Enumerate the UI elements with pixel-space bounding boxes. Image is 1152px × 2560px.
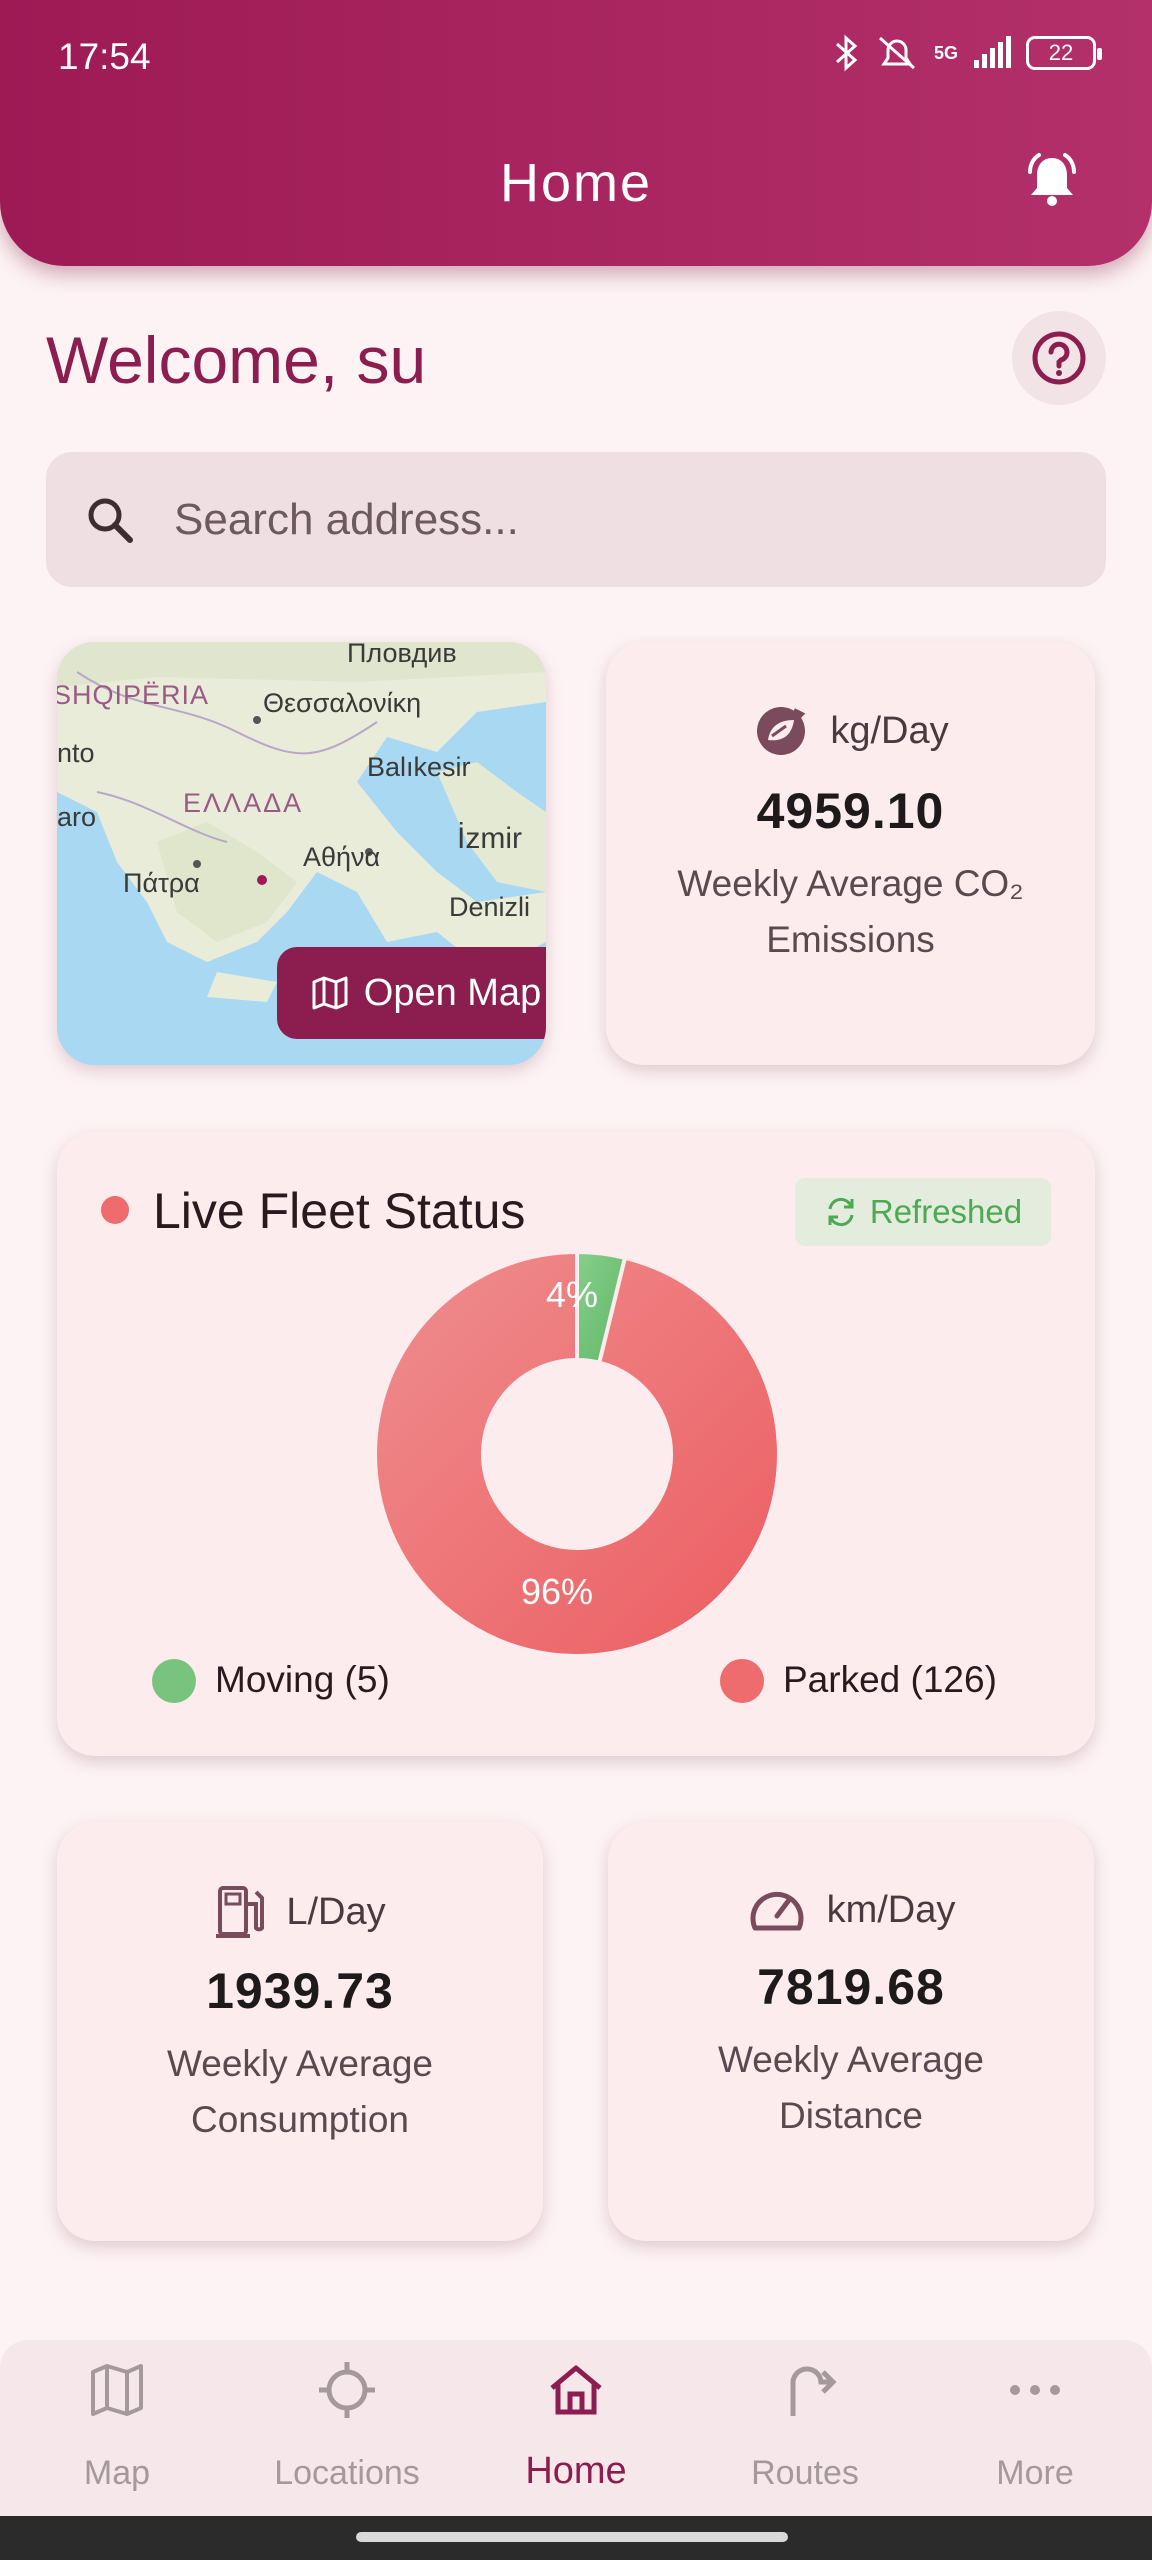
distance-label-line1: Weekly Average (717, 2039, 984, 2080)
route-icon (790, 2366, 837, 2416)
nav-label-home: Home (525, 2450, 627, 2492)
map-label: ΕΛΛΑΔΑ (183, 788, 304, 818)
nav-label-locations: Locations (274, 2454, 420, 2492)
nav-item-routes[interactable]: Routes (690, 2340, 920, 2516)
fleet-title: Live Fleet Status (153, 1183, 526, 1239)
map-label: nto (57, 738, 95, 768)
donut-label-moving: 4% (546, 1274, 598, 1315)
refreshed-label: Refreshed (869, 1193, 1023, 1230)
distance-value: 7819.68 (757, 1959, 945, 2015)
status-icons: 5G 22 (834, 34, 1102, 72)
more-icon (1010, 2385, 1060, 2395)
co2-icon (757, 707, 806, 755)
map-label: Πάτρα (123, 868, 200, 898)
legend-moving-label: Moving (5) (215, 1659, 390, 1700)
help-icon (1032, 331, 1086, 385)
battery-level: 22 (1048, 40, 1074, 65)
bluetooth-icon (835, 34, 858, 72)
nav-label-map: Map (83, 2454, 151, 2492)
co2-value: 4959.10 (756, 783, 945, 839)
open-map-label: Open Map (363, 971, 542, 1014)
map-label: SHQIPËRIA (57, 680, 210, 710)
legend-moving-dot (152, 1659, 196, 1703)
nav-item-more[interactable]: More (920, 2340, 1150, 2516)
nav-label-more: More (996, 2454, 1074, 2492)
donut-slice-parked (373, 1249, 781, 1658)
gesture-handle[interactable] (356, 2532, 788, 2542)
search-input[interactable] (174, 494, 974, 545)
live-indicator-dot (101, 1196, 129, 1224)
fuel-label-line1: Weekly Average (166, 2043, 433, 2084)
page-title: Home (499, 153, 653, 213)
fleet-status-card: Live Fleet Status Refreshed 4% 96% Moving… (57, 1132, 1095, 1756)
legend-parked-dot (720, 1659, 764, 1703)
status-time: 17:54 (58, 36, 151, 77)
network-label: 5G (933, 42, 958, 63)
home-icon (550, 2365, 602, 2415)
co2-unit-row: kg/Day (606, 702, 1095, 760)
co2-label-line1: Weekly Average CO₂ (677, 863, 1024, 904)
fuel-stat-card: L/Day 1939.73 Weekly Average Consumption (57, 1822, 543, 2241)
map-label: Denizli (449, 892, 531, 922)
fuel-unit-row: L/Day (57, 1884, 543, 1940)
signal-icon (974, 36, 1011, 68)
search-bar[interactable] (46, 452, 1106, 587)
fuel-value: 1939.73 (206, 1963, 394, 2019)
distance-label: Weekly Average Distance (608, 2032, 1094, 2144)
distance-stat-card: km/Day 7819.68 Weekly Average Distance (608, 1822, 1094, 2241)
system-gesture-bar (0, 2516, 1152, 2560)
map-label: İzmir (457, 822, 522, 855)
map-label: Balıkesir (367, 752, 471, 782)
fuel-label-line2: Consumption (190, 2099, 409, 2140)
crosshair-icon (319, 2362, 375, 2418)
search-icon (88, 498, 133, 543)
co2-stat-card: kg/Day 4959.10 Weekly Average CO₂ Emissi… (606, 642, 1095, 1065)
legend-parked-label: Parked (126) (783, 1659, 997, 1700)
speedometer-icon (750, 1891, 804, 1931)
map-label: Αθήνα (303, 842, 381, 872)
nav-label-routes: Routes (751, 2454, 859, 2492)
app-header: 17:54 5G 22 Home (0, 0, 1152, 266)
help-button[interactable] (1012, 311, 1106, 405)
map-label: Пловдив (347, 642, 457, 668)
bottom-navigation: Map Locations Home Routes More (0, 2340, 1152, 2516)
map-preview-card[interactable]: Пловдив SHQIPËRIA Θεσσαλονίκη nto Balıke… (57, 642, 546, 1065)
notification-bell-icon[interactable] (1022, 150, 1082, 210)
co2-unit: kg/Day (830, 709, 949, 752)
nav-item-map[interactable]: Map (2, 2340, 232, 2516)
map-icon (312, 976, 348, 1010)
map-label: aro (57, 802, 97, 832)
co2-label: Weekly Average CO₂ Emissions (606, 856, 1095, 968)
welcome-text: Welcome, su (46, 323, 427, 397)
battery-icon: 22 (1026, 36, 1102, 70)
map-icon (91, 2364, 143, 2416)
mute-icon (878, 36, 915, 70)
fleet-donut-chart: 4% 96% (373, 1249, 781, 1658)
fuel-label: Weekly Average Consumption (57, 2036, 543, 2148)
distance-unit-row: km/Day (608, 1884, 1094, 1936)
donut-label-parked: 96% (521, 1571, 593, 1612)
open-map-button[interactable]: Open Map (277, 947, 546, 1039)
map-label: Θεσσαλονίκη (263, 688, 422, 718)
fuel-unit: L/Day (286, 1890, 386, 1933)
refresh-icon (828, 1197, 854, 1227)
refreshed-badge[interactable]: Refreshed (795, 1178, 1051, 1246)
distance-unit: km/Day (826, 1888, 956, 1931)
fuel-pump-icon (216, 1886, 265, 1938)
co2-label-line2: Emissions (766, 919, 935, 960)
nav-item-home[interactable]: Home (461, 2340, 691, 2516)
nav-item-locations[interactable]: Locations (232, 2340, 462, 2516)
distance-label-line2: Distance (779, 2095, 923, 2136)
